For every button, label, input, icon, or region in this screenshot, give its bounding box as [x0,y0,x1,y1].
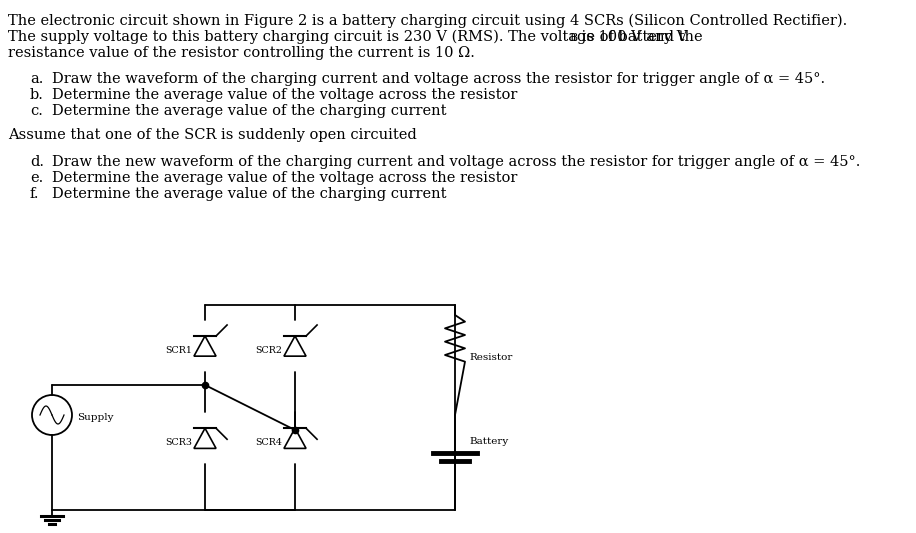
Text: c.: c. [30,104,43,118]
Text: Determine the average value of the voltage across the resistor: Determine the average value of the volta… [52,88,518,102]
Text: Determine the average value of the charging current: Determine the average value of the charg… [52,187,446,201]
Text: Resistor: Resistor [469,352,512,361]
Text: SCR1: SCR1 [165,346,192,355]
Text: The supply voltage to this battery charging circuit is 230 V (RMS). The voltage : The supply voltage to this battery charg… [8,30,687,44]
Text: a.: a. [30,72,43,86]
Text: e.: e. [30,171,43,185]
Text: Supply: Supply [77,414,114,423]
Text: is 100 V and the: is 100 V and the [577,30,703,44]
Text: resistance value of the resistor controlling the current is 10 Ω.: resistance value of the resistor control… [8,46,474,60]
Text: Battery: Battery [469,437,508,446]
Text: SCR2: SCR2 [255,346,282,355]
Text: Determine the average value of the voltage across the resistor: Determine the average value of the volta… [52,171,518,185]
Text: The electronic circuit shown in Figure 2 is a battery charging circuit using 4 S: The electronic circuit shown in Figure 2… [8,14,847,28]
Text: B: B [569,33,577,43]
Text: Assume that one of the SCR is suddenly open circuited: Assume that one of the SCR is suddenly o… [8,128,417,142]
Text: Draw the new waveform of the charging current and voltage across the resistor fo: Draw the new waveform of the charging cu… [52,155,860,169]
Text: SCR4: SCR4 [255,438,282,447]
Text: Determine the average value of the charging current: Determine the average value of the charg… [52,104,446,118]
Text: d.: d. [30,155,44,169]
Text: SCR3: SCR3 [165,438,192,447]
Text: Draw the waveform of the charging current and voltage across the resistor for tr: Draw the waveform of the charging curren… [52,72,825,86]
Text: b.: b. [30,88,44,102]
Text: f.: f. [30,187,39,201]
